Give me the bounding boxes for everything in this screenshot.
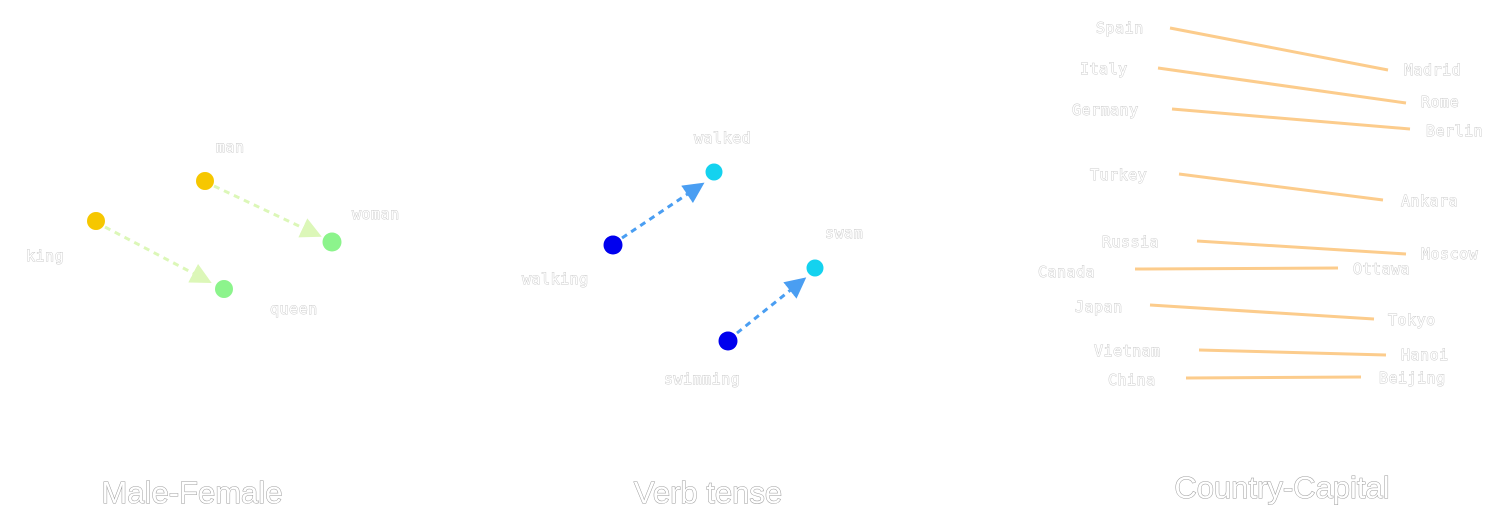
link-spain-madrid (1169, 26, 1389, 72)
label-hanoi: Hanoi (1401, 346, 1449, 364)
label-swam: swam (825, 224, 863, 242)
label-queen: queen (270, 300, 318, 318)
label-beijing: Beijing (1379, 369, 1446, 387)
link-china-beijing (1185, 375, 1362, 380)
point-king (87, 212, 105, 230)
link-japan-tokyo (1149, 303, 1375, 321)
link-vietnam-hanoi (1198, 348, 1387, 357)
point-queen (215, 280, 233, 298)
label-turkey: Turkey (1090, 166, 1147, 184)
point-swam (806, 259, 824, 277)
link-germany-berlin (1171, 107, 1411, 131)
label-moscow: Moscow (1421, 245, 1479, 263)
point-walking (603, 235, 623, 255)
point-woman (322, 232, 342, 252)
country-capital-panel: Spain Madrid Italy Rome Germany Berlin T… (1038, 19, 1484, 506)
label-walking: walking (522, 270, 589, 288)
man-to-woman-arrow (213, 184, 322, 238)
label-swimming: swimming (664, 370, 740, 388)
label-japan: Japan (1075, 298, 1123, 316)
link-italy-rome (1157, 66, 1407, 105)
label-canada: Canada (1038, 263, 1095, 281)
label-ottawa: Ottawa (1353, 260, 1410, 278)
label-woman: woman (352, 205, 400, 223)
label-walked: walked (694, 129, 751, 147)
label-rome: Rome (1421, 93, 1459, 111)
label-king: king (26, 247, 64, 265)
label-vietnam: Vietnam (1094, 342, 1161, 360)
label-russia: Russia (1102, 233, 1159, 251)
label-man: man (216, 138, 245, 156)
panel-title-country-capital: Country-Capital (1174, 470, 1389, 505)
male-female-panel: man woman king queen Male-Female (26, 138, 400, 511)
point-walked (705, 163, 723, 181)
label-spain: Spain (1096, 19, 1144, 37)
label-tokyo: Tokyo (1388, 311, 1436, 329)
verb-tense-panel: walking walked swimming swam Verb tense (522, 129, 864, 511)
link-turkey-ankara (1178, 172, 1384, 202)
point-man (196, 172, 214, 190)
link-russia-moscow (1196, 239, 1407, 256)
label-germany: Germany (1072, 101, 1139, 119)
walking-to-walked-arrow (621, 182, 705, 240)
label-italy: Italy (1080, 60, 1128, 78)
swimming-to-swam-arrow (736, 277, 807, 335)
label-berlin: Berlin (1426, 122, 1483, 140)
label-madrid: Madrid (1404, 61, 1461, 79)
label-china: China (1108, 371, 1156, 389)
label-ankara: Ankara (1401, 192, 1458, 210)
point-swimming (718, 331, 738, 351)
panel-title-male-female: Male-Female (102, 475, 283, 510)
panel-title-verb-tense: Verb tense (634, 475, 782, 510)
link-canada-ottawa (1134, 266, 1339, 271)
king-to-queen-arrow (104, 225, 212, 283)
